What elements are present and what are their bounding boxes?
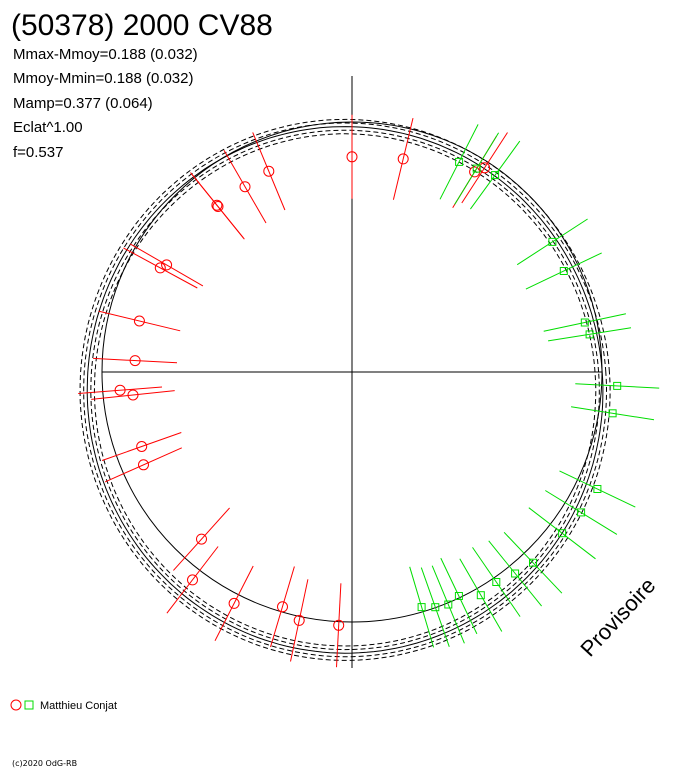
green-data-point xyxy=(455,157,464,166)
red-error-bar xyxy=(91,390,175,400)
red-error-bar xyxy=(223,150,267,224)
green-data-point xyxy=(491,171,500,180)
green-data-point xyxy=(593,485,602,493)
red-error-bar xyxy=(392,117,414,200)
red-error-bar xyxy=(98,310,181,332)
green-data-point xyxy=(580,318,589,327)
red-error-bar xyxy=(173,507,230,571)
red-data-point xyxy=(263,165,275,177)
green-error-bar xyxy=(503,531,563,594)
green-data-point xyxy=(444,600,453,609)
green-error-bar xyxy=(548,327,632,342)
stat-mmoy-mmin: Mmoy-Mmin=0.188 (0.032) xyxy=(13,70,193,87)
legend-circle-icon xyxy=(10,699,22,711)
green-data-point xyxy=(608,409,617,418)
legend-square-icon xyxy=(24,700,34,710)
green-data-point xyxy=(511,569,520,578)
stat-f: f=0.537 xyxy=(13,144,63,161)
red-error-bar xyxy=(93,357,178,364)
red-error-bar xyxy=(166,546,219,614)
red-data-point xyxy=(293,614,305,626)
red-error-bar xyxy=(104,447,183,483)
mean-plus-sigma xyxy=(83,122,607,658)
green-data-point xyxy=(548,237,557,246)
green-error-bar xyxy=(409,566,435,648)
red-error-bar xyxy=(290,579,309,662)
green-error-bar xyxy=(488,540,542,607)
legend-label: Matthieu Conjat xyxy=(40,700,117,712)
green-error-bar xyxy=(454,132,500,205)
green-error-bar xyxy=(525,252,602,290)
red-data-point xyxy=(133,315,145,327)
stat-mamp: Mamp=0.377 (0.064) xyxy=(13,95,153,112)
red-data-point xyxy=(212,201,224,212)
green-data-point xyxy=(417,603,426,612)
green-data-point xyxy=(585,330,594,339)
series-red-points xyxy=(78,114,508,668)
green-error-bar xyxy=(559,470,636,508)
red-data-point xyxy=(333,619,345,631)
mean-minus-sigma xyxy=(90,129,600,651)
red-data-point xyxy=(479,162,491,174)
red-data-point xyxy=(161,259,173,271)
green-error-bar xyxy=(439,124,479,200)
copyright: (c)2020 OdG-RB xyxy=(12,759,77,768)
green-error-bar xyxy=(575,383,660,389)
green-error-bar xyxy=(469,140,521,210)
red-data-point xyxy=(127,389,139,401)
stat-eclat: Eclat^1.00 xyxy=(13,119,83,136)
green-data-point xyxy=(454,592,463,600)
legend: Matthieu Conjat xyxy=(10,699,117,712)
red-error-bar xyxy=(123,247,198,289)
green-data-point xyxy=(559,267,568,275)
green-error-bar xyxy=(420,567,450,647)
red-error-bar xyxy=(336,583,342,668)
green-error-bar xyxy=(472,547,521,617)
red-data-point xyxy=(138,459,149,471)
red-data-point xyxy=(114,384,126,396)
red-data-point xyxy=(228,597,240,609)
green-data-point xyxy=(577,508,586,517)
red-data-point xyxy=(187,574,198,586)
green-error-bar xyxy=(440,557,478,635)
green-data-point xyxy=(431,603,440,612)
red-data-point xyxy=(129,355,141,367)
red-data-point xyxy=(397,153,409,165)
green-data-point xyxy=(476,591,485,600)
red-error-bar xyxy=(214,565,254,642)
series-green-points xyxy=(409,124,660,648)
green-error-bar xyxy=(459,558,503,632)
green-error-bar xyxy=(545,490,618,535)
red-error-bar xyxy=(78,386,163,394)
green-data-point xyxy=(472,164,481,173)
chart-title: (50378) 2000 CV88 xyxy=(11,9,273,42)
green-data-point xyxy=(529,558,537,567)
red-data-point xyxy=(136,441,148,452)
mean-minus-2sigma xyxy=(93,133,597,647)
mean-plus-2sigma xyxy=(79,118,611,661)
green-error-bar xyxy=(431,565,465,644)
green-error-bar xyxy=(516,218,588,266)
green-data-point xyxy=(492,578,501,586)
red-data-point xyxy=(211,199,223,211)
green-error-bar xyxy=(543,313,627,332)
red-data-point xyxy=(154,262,166,274)
red-error-bar xyxy=(101,432,182,461)
stat-mmax-mmoy: Mmax-Mmoy=0.188 (0.032) xyxy=(13,46,198,63)
red-data-point xyxy=(196,533,207,545)
provisional-watermark: Provisoire xyxy=(575,573,660,662)
red-error-bar xyxy=(129,243,204,287)
red-error-bar xyxy=(461,132,508,204)
red-data-point xyxy=(346,151,358,163)
red-error-bar xyxy=(191,173,245,240)
red-error-bar xyxy=(252,132,286,211)
red-data-point xyxy=(239,181,251,193)
red-error-bar xyxy=(270,566,295,648)
green-data-point xyxy=(558,529,567,538)
green-data-point xyxy=(613,381,622,390)
green-error-bar xyxy=(571,406,655,421)
red-data-point xyxy=(277,601,288,613)
green-error-bar xyxy=(528,507,596,560)
